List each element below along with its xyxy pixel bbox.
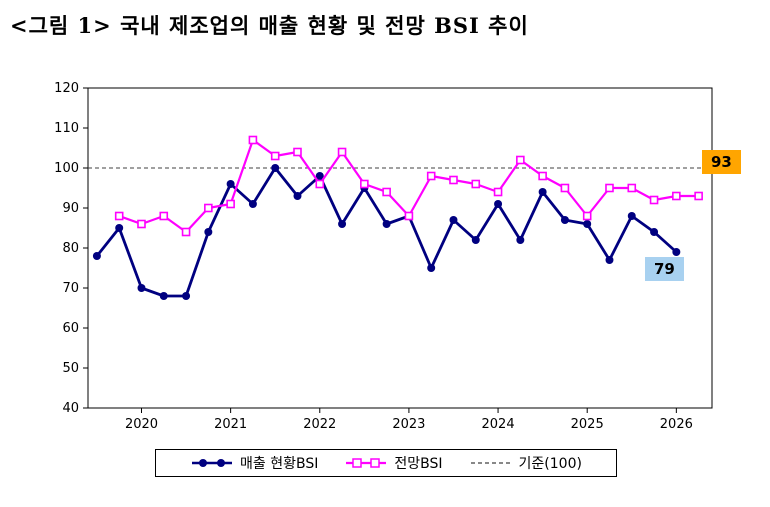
y-axis-tick-label: 100 [54,161,79,176]
sales-point-marker [650,228,659,236]
forecast-point-marker [360,179,369,189]
forecast-point-marker [449,175,458,185]
forecast-point-marker [181,227,191,237]
forecast-point-marker [404,211,414,221]
sales-point-marker [271,164,280,172]
forecast-point-marker [560,183,570,193]
forecast-point-marker [204,203,213,213]
legend-item-forecast: 전망BSI [344,453,443,473]
figure-title: <그림 1> 국내 제조업의 매출 현황 및 전망 BSI 추이 [10,13,529,38]
forecast-value-label: 93 [702,150,741,174]
sales-point-marker [182,292,191,300]
bsi-line-chart: 40 50 60 70 80 90 100 110 120 2020 2021 2022 2023 202… [54,81,713,432]
forecast-point-marker [493,187,503,197]
forecast-point-marker [270,151,280,161]
y-axis-tick-label: 50 [62,361,79,376]
sales-point-marker [538,188,547,196]
legend-label-sales: 매출 현황BSI [240,456,319,472]
forecast-point-marker [315,179,325,189]
current-value-label: 79 [645,257,684,281]
x-axis-tick-label: 2021 [214,417,247,432]
sales-point-marker [672,248,681,256]
forecast-point-marker [538,171,547,181]
forecast-point-marker [582,211,592,221]
forecast-point-marker [694,191,703,201]
sales-point-marker [627,212,636,220]
sales-point-marker [449,216,458,224]
sales-point-marker [605,256,614,264]
forecast-point-marker [426,171,436,181]
x-axis-tick-label: 2024 [482,417,515,432]
sales-point-marker [382,220,391,228]
forecast-line-marker-icon [346,458,387,468]
sales-point-marker [494,200,503,208]
sales-point-marker [427,264,436,272]
sales-point-marker [471,236,480,244]
forecast-point-marker [649,195,659,205]
forecast-point-marker [516,155,525,165]
y-axis-tick-label: 60 [62,321,79,336]
sales-point-marker [204,228,213,236]
forecast-point-marker [605,183,614,193]
sales-point-marker [315,172,324,180]
forecast-point-marker [226,199,235,209]
x-axis-tick-label: 2026 [660,417,693,432]
legend-label-forecast: 전망BSI [394,456,443,472]
reference-dashed-line-icon [470,462,511,464]
forecast-point-marker [137,219,146,229]
forecast-point-marker [627,183,637,193]
y-axis-tick-label: 90 [62,201,79,216]
sales-point-marker [92,252,101,260]
x-axis-tick-label: 2020 [125,417,158,432]
sales-point-marker [293,192,302,200]
forecast-point-marker [672,191,681,201]
forecast-point-marker [337,147,347,157]
forecast-point-marker [293,147,302,157]
sales-point-marker [516,236,525,244]
x-axis-tick-label: 2022 [303,417,336,432]
plot-area [87,87,713,409]
sales-point-marker [583,220,592,228]
legend-item-sales: 매출 현황BSI [190,453,318,473]
forecast-point-marker [159,211,169,221]
y-axis-tick-label: 70 [62,281,79,296]
sales-point-marker [115,224,124,232]
legend-label-reference: 기준(100) [518,456,582,472]
forecast-point-marker [114,211,124,221]
forecast-point-marker [248,135,258,145]
y-axis-tick-label: 110 [54,121,79,136]
sales-point-marker [137,284,146,292]
forecast-point-marker [471,179,481,189]
sales-point-marker [560,216,569,224]
x-axis-tick-label: 2023 [392,417,425,432]
forecast-point-marker [382,187,391,197]
sales-point-marker [226,180,235,188]
chart-legend: 매출 현황BSI 전망BSI 기준(100) [155,449,617,477]
x-axis-tick-label: 2025 [571,417,604,432]
sales-point-marker [338,220,347,228]
sales-point-marker [159,292,168,300]
sales-point-marker [248,200,257,208]
legend-item-reference: 기준(100) [469,453,582,473]
y-axis-tick-label: 80 [62,241,79,256]
y-axis-tick-label: 40 [62,401,79,416]
y-axis-tick-label: 120 [54,81,79,96]
sales-line-marker-icon [192,459,233,467]
